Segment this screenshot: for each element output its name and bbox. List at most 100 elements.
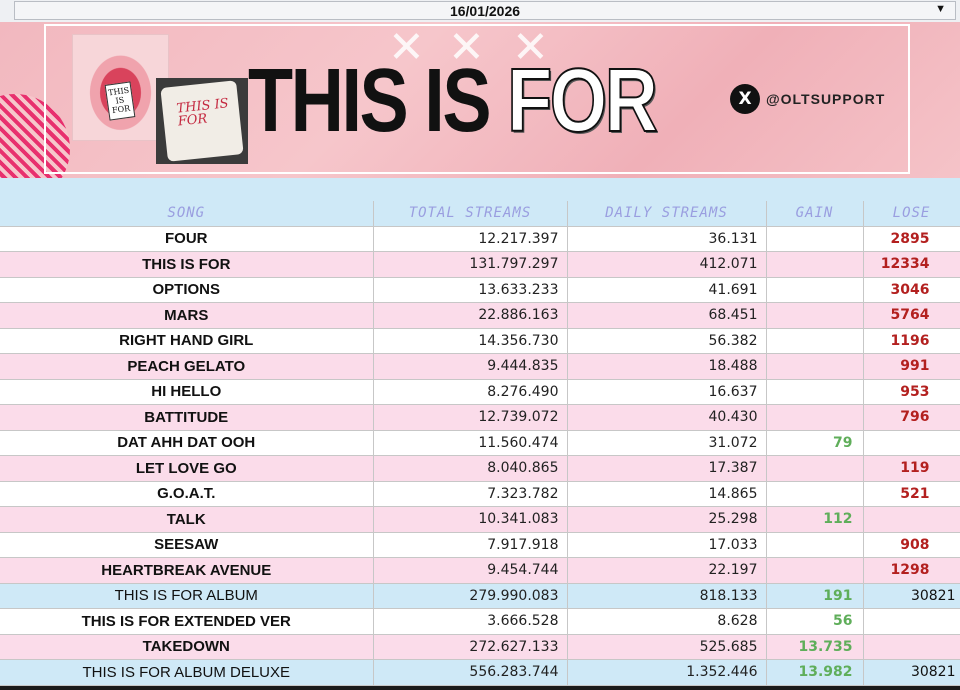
lose-cell[interactable]: 1298 — [863, 557, 960, 584]
lose-cell[interactable]: 953 — [863, 379, 960, 405]
daily-streams-cell[interactable]: 31.072 — [567, 430, 767, 456]
total-streams-cell[interactable]: 12.739.072 — [373, 404, 568, 431]
lose-cell[interactable]: 1196 — [863, 328, 960, 354]
song-cell[interactable]: HEARTBREAK AVENUE — [0, 557, 374, 584]
total-streams-cell[interactable]: 131.797.297 — [373, 251, 568, 278]
daily-streams-cell[interactable]: 14.865 — [567, 481, 767, 507]
daily-streams-cell[interactable]: 22.197 — [567, 557, 767, 584]
song-cell[interactable]: THIS IS FOR ALBUM — [0, 583, 374, 609]
lose-cell[interactable]: 119 — [863, 455, 960, 482]
daily-streams-cell[interactable]: 68.451 — [567, 302, 767, 329]
gain-cell[interactable]: 13.982 — [766, 659, 864, 686]
song-cell[interactable]: SEESAW — [0, 532, 374, 558]
song-cell[interactable]: BATTITUDE — [0, 404, 374, 431]
gain-cell[interactable] — [766, 557, 864, 584]
gain-cell[interactable] — [766, 302, 864, 329]
total-streams-cell[interactable]: 8.276.490 — [373, 379, 568, 405]
gain-cell[interactable]: 191 — [766, 583, 864, 609]
gain-cell[interactable] — [766, 532, 864, 558]
gain-cell[interactable] — [766, 379, 864, 405]
gain-cell[interactable] — [766, 251, 864, 278]
total-streams-cell[interactable]: 11.560.474 — [373, 430, 568, 456]
date-cell[interactable]: 16/01/2026 — [14, 1, 956, 20]
gain-cell[interactable]: 79 — [766, 430, 864, 456]
total-streams-cell[interactable]: 14.356.730 — [373, 328, 568, 354]
gain-cell[interactable] — [766, 455, 864, 482]
gain-cell[interactable] — [766, 481, 864, 507]
total-streams-cell[interactable]: 12.217.397 — [373, 226, 568, 252]
gain-cell[interactable]: 13.735 — [766, 634, 864, 660]
lose-cell[interactable]: 12334 — [863, 251, 960, 278]
total-streams-cell[interactable]: 9.444.835 — [373, 353, 568, 380]
song-cell[interactable]: PEACH GELATO — [0, 353, 374, 380]
daily-streams-cell[interactable]: 36.131 — [567, 226, 767, 252]
total-streams-cell[interactable]: 7.323.782 — [373, 481, 568, 507]
gain-cell[interactable] — [766, 277, 864, 303]
lose-cell[interactable]: 5764 — [863, 302, 960, 329]
header-lose[interactable]: LOSE — [863, 201, 960, 227]
daily-streams-cell[interactable]: 8.628 — [567, 608, 767, 635]
total-streams-cell[interactable]: 13.633.233 — [373, 277, 568, 303]
daily-streams-cell[interactable]: 40.430 — [567, 404, 767, 431]
song-cell[interactable]: OPTIONS — [0, 277, 374, 303]
song-cell[interactable]: TAKEDOWN — [0, 634, 374, 660]
song-cell[interactable]: LET LOVE GO — [0, 455, 374, 482]
song-cell[interactable]: THIS IS FOR — [0, 251, 374, 278]
gain-cell[interactable] — [766, 404, 864, 431]
gain-cell[interactable] — [766, 328, 864, 354]
total-streams-cell[interactable]: 3.666.528 — [373, 608, 568, 635]
daily-streams-cell[interactable]: 525.685 — [567, 634, 767, 660]
song-cell[interactable]: MARS — [0, 302, 374, 329]
daily-streams-cell[interactable]: 18.488 — [567, 353, 767, 380]
song-cell[interactable]: FOUR — [0, 226, 374, 252]
lose-cell[interactable]: 521 — [863, 481, 960, 507]
header-total-streams[interactable]: TOTAL STREAMS — [373, 201, 568, 227]
song-cell[interactable]: THIS IS FOR ALBUM DELUXE — [0, 659, 374, 686]
gain-cell[interactable]: 112 — [766, 506, 864, 533]
gain-cell[interactable] — [766, 353, 864, 380]
song-cell[interactable]: HI HELLO — [0, 379, 374, 405]
song-cell[interactable]: G.O.A.T. — [0, 481, 374, 507]
lose-cell[interactable] — [863, 430, 960, 456]
lose-cell[interactable]: 30821 — [863, 659, 960, 686]
lose-cell[interactable]: 30821 — [863, 583, 960, 609]
lose-cell[interactable]: 991 — [863, 353, 960, 380]
daily-streams-cell[interactable]: 412.071 — [567, 251, 767, 278]
daily-streams-cell[interactable]: 16.637 — [567, 379, 767, 405]
daily-streams-cell[interactable]: 1.352.446 — [567, 659, 767, 686]
lose-cell[interactable] — [863, 506, 960, 533]
lose-cell[interactable] — [863, 608, 960, 635]
daily-streams-cell[interactable]: 25.298 — [567, 506, 767, 533]
lose-cell[interactable] — [863, 634, 960, 660]
total-streams-cell[interactable]: 10.341.083 — [373, 506, 568, 533]
daily-streams-cell[interactable]: 818.133 — [567, 583, 767, 609]
daily-streams-cell[interactable]: 17.387 — [567, 455, 767, 482]
x-decoration-icon: ✕ — [512, 22, 549, 73]
daily-streams-cell[interactable]: 56.382 — [567, 328, 767, 354]
lose-cell[interactable]: 908 — [863, 532, 960, 558]
lose-cell[interactable]: 2895 — [863, 226, 960, 252]
total-streams-cell[interactable]: 8.040.865 — [373, 455, 568, 482]
banner-title: THIS IS FOR — [248, 46, 659, 156]
lose-cell[interactable]: 796 — [863, 404, 960, 431]
table-row: TALK 10.341.083 25.298 112 — [0, 506, 960, 533]
song-cell[interactable]: TALK — [0, 506, 374, 533]
daily-streams-cell[interactable]: 17.033 — [567, 532, 767, 558]
header-gain[interactable]: GAIN — [766, 201, 864, 227]
dropdown-arrow-icon[interactable]: ▼ — [935, 3, 946, 15]
song-cell[interactable]: DAT AHH DAT OOH — [0, 430, 374, 456]
header-song[interactable]: SONG — [0, 201, 374, 227]
gain-cell[interactable] — [766, 226, 864, 252]
total-streams-cell[interactable]: 279.990.083 — [373, 583, 568, 609]
daily-streams-cell[interactable]: 41.691 — [567, 277, 767, 303]
total-streams-cell[interactable]: 7.917.918 — [373, 532, 568, 558]
total-streams-cell[interactable]: 556.283.744 — [373, 659, 568, 686]
song-cell[interactable]: THIS IS FOR EXTENDED VER — [0, 608, 374, 635]
total-streams-cell[interactable]: 22.886.163 — [373, 302, 568, 329]
gain-cell[interactable]: 56 — [766, 608, 864, 635]
header-daily-streams[interactable]: DAILY STREAMS — [567, 201, 767, 227]
lose-cell[interactable]: 3046 — [863, 277, 960, 303]
song-cell[interactable]: RIGHT HAND GIRL — [0, 328, 374, 354]
total-streams-cell[interactable]: 9.454.744 — [373, 557, 568, 584]
total-streams-cell[interactable]: 272.627.133 — [373, 634, 568, 660]
